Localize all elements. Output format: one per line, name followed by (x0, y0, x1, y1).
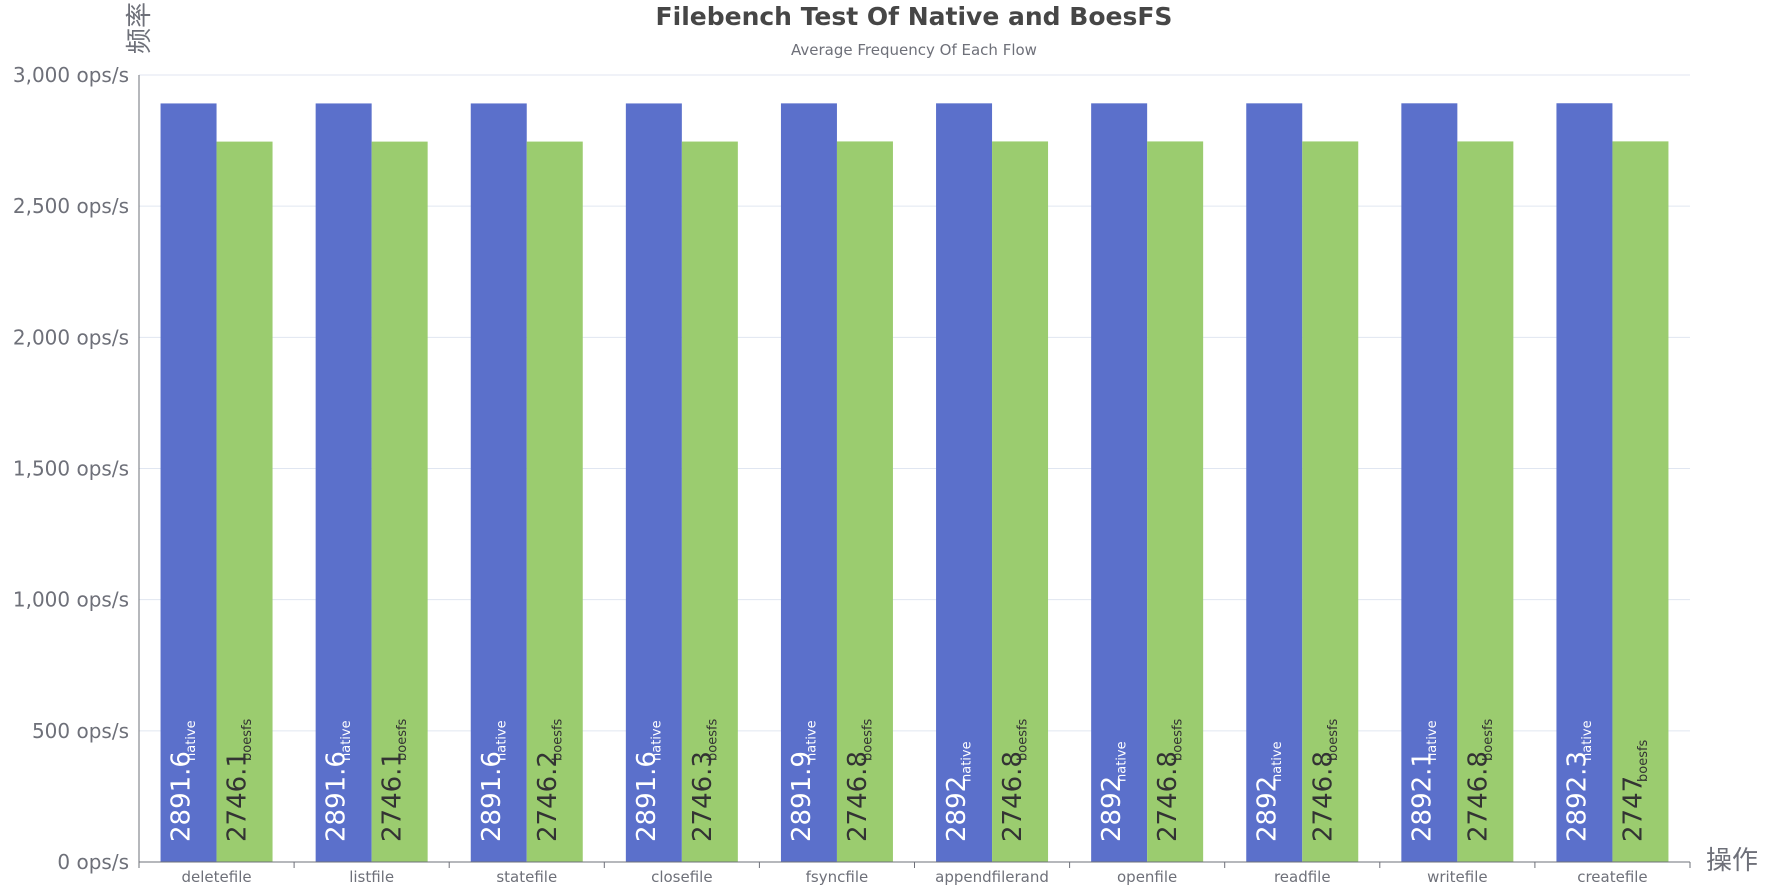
chart-subtitle: Average Frequency Of Each Flow (791, 41, 1037, 59)
bar-boesfs-statefile (526, 141, 583, 862)
bar-native-openfile (1091, 103, 1148, 862)
x-tick-label: deletefile (181, 868, 251, 886)
bar-native-listfile (315, 103, 372, 862)
x-axis-label: 操作 (1706, 846, 1758, 876)
bar-boesfs-fsyncfile (836, 141, 893, 863)
bar-series-label: boesfs (860, 718, 875, 761)
bar-value-label: 2892 (1252, 776, 1282, 842)
bar-value-label: 2746.8 (1308, 751, 1338, 842)
bar-value-label: 2891.6 (322, 751, 352, 842)
bar-series-label: boesfs (395, 718, 410, 761)
bar-series-label: boesfs (550, 718, 565, 761)
bar-native-fsyncfile (780, 103, 837, 863)
x-tick-label: listfile (349, 868, 394, 886)
bar-value-label: 2746.1 (378, 751, 408, 842)
bar-series-label: native (804, 720, 819, 761)
bar-boesfs-appendfilerand (992, 141, 1049, 863)
bar-native-writefile (1401, 103, 1458, 862)
bar-series-label: boesfs (705, 718, 720, 761)
bar-series-label: native (1580, 720, 1595, 761)
tick-labels: 0 ops/s 500 ops/s 1,000 ops/s 1,500 ops/s 2,… (13, 63, 1648, 886)
bar-series-label: boesfs (1016, 718, 1031, 761)
y-tick-label: 1,000 ops/s (13, 588, 129, 612)
bar-value-label: 2892.1 (1407, 751, 1437, 842)
bar-value-label: 2746.8 (998, 751, 1028, 842)
bar-value-label: 2892 (942, 776, 972, 842)
bar-boesfs-openfile (1147, 141, 1204, 863)
bar-value-label: 2891.6 (167, 751, 197, 842)
y-tick-label: 2,000 ops/s (13, 325, 129, 349)
y-tick-label: 500 ops/s (32, 719, 129, 743)
bar-native-appendfilerand (936, 103, 993, 862)
x-tick-label: statefile (496, 868, 557, 886)
bar-value-label: 2891.6 (477, 751, 507, 842)
x-tick-label: createfile (1577, 868, 1647, 886)
bar-native-createfile (1556, 103, 1613, 863)
bar-series-label: boesfs (1636, 739, 1651, 782)
bar-value-label: 2891.6 (632, 751, 662, 842)
x-tick-label: readfile (1274, 868, 1331, 886)
x-tick-label: writefile (1427, 868, 1488, 886)
bar-value-label: 2746.8 (843, 751, 873, 842)
bar-series-label: native (1270, 741, 1285, 782)
bar-series-label: native (960, 741, 975, 782)
chart-title: Filebench Test Of Native and BoesFS (656, 2, 1173, 31)
bar-value-label: 2747 (1618, 776, 1648, 842)
bar-boesfs-createfile (1612, 141, 1669, 862)
bar-boesfs-writefile (1457, 141, 1514, 863)
x-tick-label: appendfilerand (935, 868, 1049, 886)
bar-series-label: native (1115, 741, 1130, 782)
bar-series-label: native (494, 720, 509, 761)
bars: 2891.6native2746.1boesfs2891.6native2746… (160, 103, 1669, 863)
bar-series-label: boesfs (1171, 718, 1186, 761)
bar-value-label: 2746.2 (533, 751, 563, 842)
bar-series-label: native (649, 720, 664, 761)
bar-series-label: boesfs (1326, 718, 1341, 761)
y-tick-label: 3,000 ops/s (13, 63, 129, 87)
x-tick-label: openfile (1117, 868, 1177, 886)
bar-native-readfile (1246, 103, 1303, 862)
bar-value-label: 2746.8 (1463, 751, 1493, 842)
bar-value-label: 2891.9 (787, 751, 817, 842)
bar-boesfs-closefile (681, 141, 738, 863)
bar-value-label: 2892 (1097, 776, 1127, 842)
bar-value-label: 2746.8 (1153, 751, 1183, 842)
y-axis-label: 频率 (125, 2, 155, 54)
bar-value-label: 2746.3 (688, 751, 718, 842)
bar-native-deletefile (160, 103, 217, 862)
bar-boesfs-deletefile (216, 141, 273, 862)
bar-series-label: native (1425, 720, 1440, 761)
x-tick-label: fsyncfile (806, 868, 869, 886)
bar-series-label: boesfs (1481, 718, 1496, 761)
bar-native-statefile (470, 103, 527, 862)
y-tick-label: 1,500 ops/s (13, 457, 129, 481)
bar-native-closefile (625, 103, 682, 862)
y-tick-label: 0 ops/s (57, 850, 129, 874)
y-tick-label: 2,500 ops/s (13, 194, 129, 218)
bar-value-label: 2746.1 (223, 751, 253, 842)
x-tick-label: closefile (651, 868, 712, 886)
axes (138, 75, 1691, 868)
bar-series-label: boesfs (240, 718, 255, 761)
bar-series-label: native (184, 720, 199, 761)
bar-series-label: native (339, 720, 354, 761)
bar-boesfs-readfile (1302, 141, 1359, 863)
bar-boesfs-listfile (371, 141, 428, 862)
bar-value-label: 2892.3 (1562, 751, 1592, 842)
